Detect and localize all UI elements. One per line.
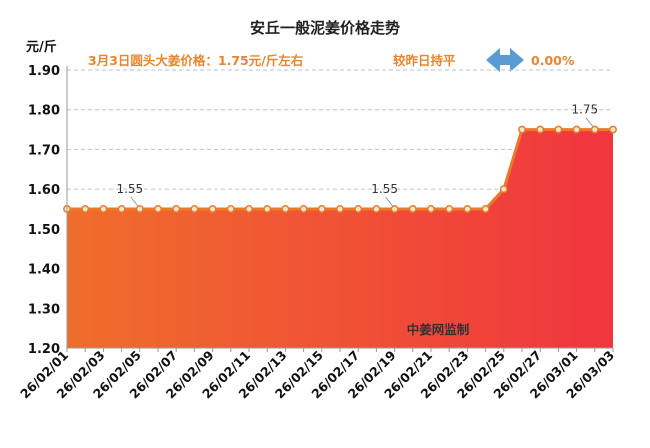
data-point: [117, 205, 126, 213]
data-point: [99, 205, 108, 213]
data-point: [390, 205, 399, 213]
data-label: 1.55: [371, 182, 398, 196]
data-point: [554, 125, 563, 134]
data-point: [499, 185, 508, 194]
data-point: [408, 205, 417, 213]
axes: [66, 66, 614, 352]
y-tick-label: 1.80: [28, 104, 60, 119]
data-point: [481, 205, 490, 213]
x-ticks: 26/02/0126/02/0326/02/0526/02/0726/02/09…: [17, 348, 617, 402]
data-point: [317, 205, 326, 213]
markers: [63, 125, 617, 213]
data-point: [445, 205, 454, 213]
data-point: [299, 205, 308, 213]
y-axis-label: 元/斤: [26, 39, 57, 55]
change-label: 较昨日持平: [393, 53, 456, 68]
y-tick-label: 1.70: [28, 143, 60, 158]
data-point: [172, 205, 181, 213]
data-point: [190, 205, 199, 213]
data-labels: 1.55 1.55 1.75: [116, 103, 598, 207]
chart-title: 安丘一般泥姜价格走势: [250, 19, 400, 37]
y-tick-label: 1.90: [28, 64, 60, 79]
watermark: 中姜网监制: [407, 322, 470, 337]
data-point: [536, 125, 545, 134]
chart-subtitle: 3月3日圆头大姜价格：1.75元/斤左右: [88, 53, 303, 68]
data-point: [135, 205, 144, 213]
data-point: [226, 205, 235, 213]
data-point: [81, 205, 90, 213]
y-tick-label: 1.20: [28, 342, 60, 357]
data-point: [281, 205, 290, 213]
y-tick-label: 1.30: [28, 302, 60, 317]
data-point: [590, 125, 599, 134]
data-point: [336, 205, 344, 213]
change-value: 0.00%: [531, 53, 575, 68]
data-point: [372, 205, 381, 213]
data-label: 1.75: [571, 103, 598, 117]
data-label: 1.55: [116, 182, 143, 196]
area-fill: [67, 129, 613, 348]
data-label-leader: [585, 117, 594, 127]
y-ticks: 1.20 1.30 1.40 1.50 1.60 1.70 1.80 1.90: [28, 64, 60, 357]
data-point: [263, 205, 272, 213]
data-point: [463, 205, 472, 213]
y-tick-label: 1.40: [28, 263, 60, 278]
y-tick-label: 1.50: [28, 223, 60, 238]
data-point: [354, 205, 363, 213]
area-series: [67, 128, 613, 348]
data-point: [245, 205, 253, 213]
data-point: [518, 125, 526, 134]
data-point: [427, 205, 435, 213]
data-point: [609, 125, 617, 134]
data-label-leader: [385, 196, 393, 207]
y-tick-label: 1.60: [28, 183, 60, 198]
data-point: [208, 205, 217, 213]
data-point: [154, 205, 162, 213]
data-point: [572, 125, 581, 134]
double-arrow-icon: [486, 48, 524, 72]
data-label-leader: [130, 196, 139, 207]
